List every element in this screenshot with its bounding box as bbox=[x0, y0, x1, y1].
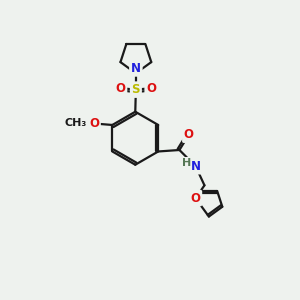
Text: O: O bbox=[89, 117, 99, 130]
Text: S: S bbox=[132, 83, 140, 96]
Text: O: O bbox=[184, 128, 194, 141]
Text: O: O bbox=[116, 82, 126, 95]
Text: N: N bbox=[190, 160, 201, 173]
Text: N: N bbox=[131, 62, 141, 75]
Text: CH₃: CH₃ bbox=[65, 118, 87, 128]
Text: O: O bbox=[190, 191, 200, 205]
Text: O: O bbox=[146, 82, 156, 95]
Text: H: H bbox=[182, 158, 191, 168]
